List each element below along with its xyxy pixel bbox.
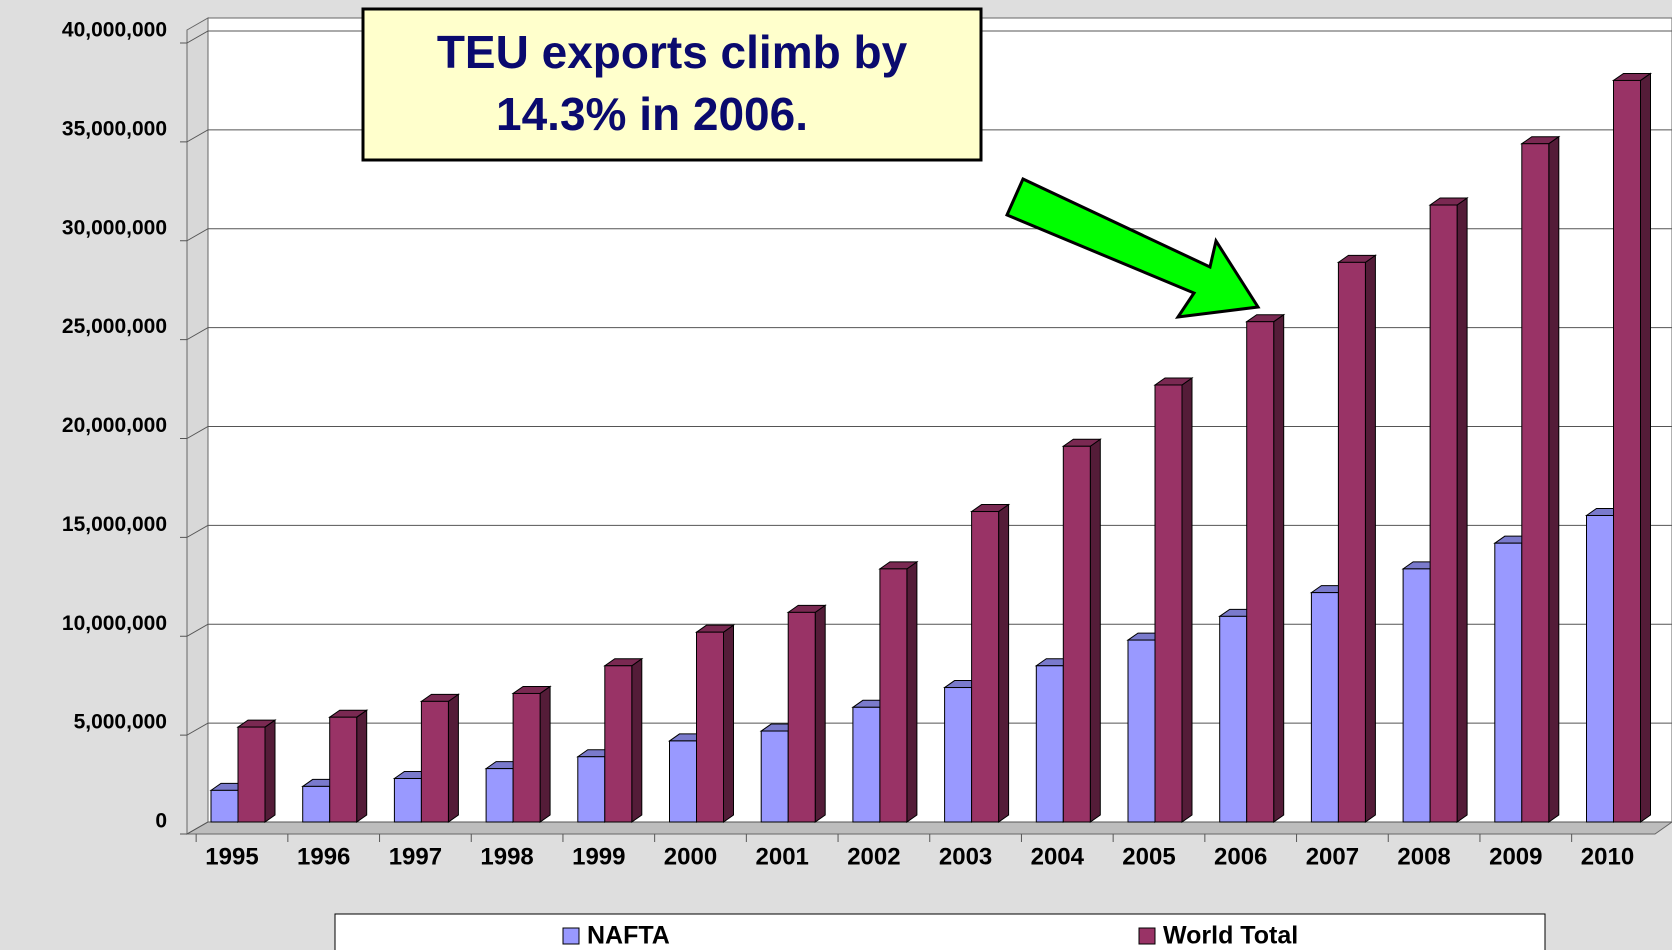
bar xyxy=(669,740,697,823)
bar xyxy=(696,631,724,823)
y-tick-label: 5,000,000 xyxy=(74,711,167,734)
y-tick-label: 40,000,000 xyxy=(62,19,167,42)
bar xyxy=(1521,143,1550,823)
bar xyxy=(1402,568,1431,823)
bar xyxy=(302,785,331,823)
y-tick-label: 30,000,000 xyxy=(62,216,167,239)
bar-side xyxy=(1548,135,1560,823)
x-tick-label: 2010 xyxy=(1581,843,1634,870)
bar xyxy=(1035,665,1064,823)
bar xyxy=(485,768,514,823)
bar xyxy=(944,687,973,823)
x-tick-label: 1998 xyxy=(480,843,533,870)
bar-side xyxy=(1456,197,1468,823)
arrow xyxy=(1005,176,1261,319)
x-tick-label: 2007 xyxy=(1306,843,1359,870)
bar-side xyxy=(1640,72,1651,823)
x-tick-label: 2000 xyxy=(664,843,717,870)
bar xyxy=(420,700,449,823)
bar xyxy=(1310,592,1339,823)
bar xyxy=(852,706,881,823)
legend-swatch xyxy=(1138,927,1156,945)
legend-label: World Total xyxy=(1163,922,1298,950)
bar xyxy=(210,789,239,823)
x-tick-label: 2003 xyxy=(939,843,992,870)
bar xyxy=(1613,79,1641,823)
bar xyxy=(1154,384,1183,823)
y-tick-label: 20,000,000 xyxy=(62,414,167,437)
grid-line xyxy=(186,228,1672,242)
bar-side xyxy=(1364,254,1376,823)
bar xyxy=(393,777,422,823)
bar-side xyxy=(539,685,551,823)
bar xyxy=(1246,321,1275,823)
bar xyxy=(512,692,541,823)
bar-side xyxy=(723,624,734,823)
bar-side xyxy=(1273,313,1285,823)
annotation-box xyxy=(361,7,983,162)
floor xyxy=(185,821,1672,835)
bar xyxy=(604,665,633,823)
bar-side xyxy=(631,657,643,823)
bar-side xyxy=(998,503,1010,823)
x-tick-label: 2005 xyxy=(1122,843,1175,870)
bar-side xyxy=(356,709,368,823)
legend-label: NAFTA xyxy=(587,922,670,950)
bar-side xyxy=(814,604,826,823)
y-tick-label: 35,000,000 xyxy=(62,117,167,140)
bar-side xyxy=(447,693,459,823)
bar xyxy=(1337,261,1366,823)
grid-line xyxy=(186,30,1672,44)
grid-line xyxy=(186,129,1672,143)
y-tick-label: 15,000,000 xyxy=(62,513,167,536)
bar-side xyxy=(906,560,918,823)
bar-side xyxy=(1181,377,1193,823)
bar-side xyxy=(1089,438,1101,823)
x-tick-label: 2008 xyxy=(1397,843,1450,870)
legend-box xyxy=(334,913,1546,950)
x-tick-label: 2006 xyxy=(1214,843,1267,870)
bar xyxy=(237,726,266,823)
x-tick-label: 2009 xyxy=(1489,843,1542,870)
legend-swatch xyxy=(562,927,580,945)
bar xyxy=(1586,514,1614,823)
bar xyxy=(1219,615,1248,823)
bar xyxy=(1127,639,1156,823)
bar xyxy=(971,511,1000,823)
bar xyxy=(1494,542,1523,823)
x-tick-label: 1997 xyxy=(389,843,442,870)
bar xyxy=(1062,445,1091,823)
bar-side xyxy=(264,719,276,823)
x-tick-label: 2004 xyxy=(1031,843,1085,870)
bar xyxy=(879,568,908,823)
grid-line xyxy=(186,327,1672,341)
y-tick-label: 25,000,000 xyxy=(62,315,167,338)
bar xyxy=(1429,204,1458,823)
y-tick-label: 0 xyxy=(155,810,167,833)
bar xyxy=(787,611,816,823)
bar xyxy=(329,716,358,823)
x-tick-label: 2002 xyxy=(847,843,900,870)
x-tick-label: 2001 xyxy=(756,843,809,870)
bar xyxy=(760,730,789,823)
x-tick-label: 1996 xyxy=(297,843,350,870)
annotation-line: TEU exports climb by xyxy=(437,26,908,78)
annotation-line: 14.3% in 2006. xyxy=(496,88,808,140)
bar xyxy=(577,756,606,823)
grid-line xyxy=(186,821,1672,835)
x-tick-label: 1995 xyxy=(205,843,258,870)
y-tick-label: 10,000,000 xyxy=(62,612,167,635)
x-tick-label: 1999 xyxy=(572,843,625,870)
